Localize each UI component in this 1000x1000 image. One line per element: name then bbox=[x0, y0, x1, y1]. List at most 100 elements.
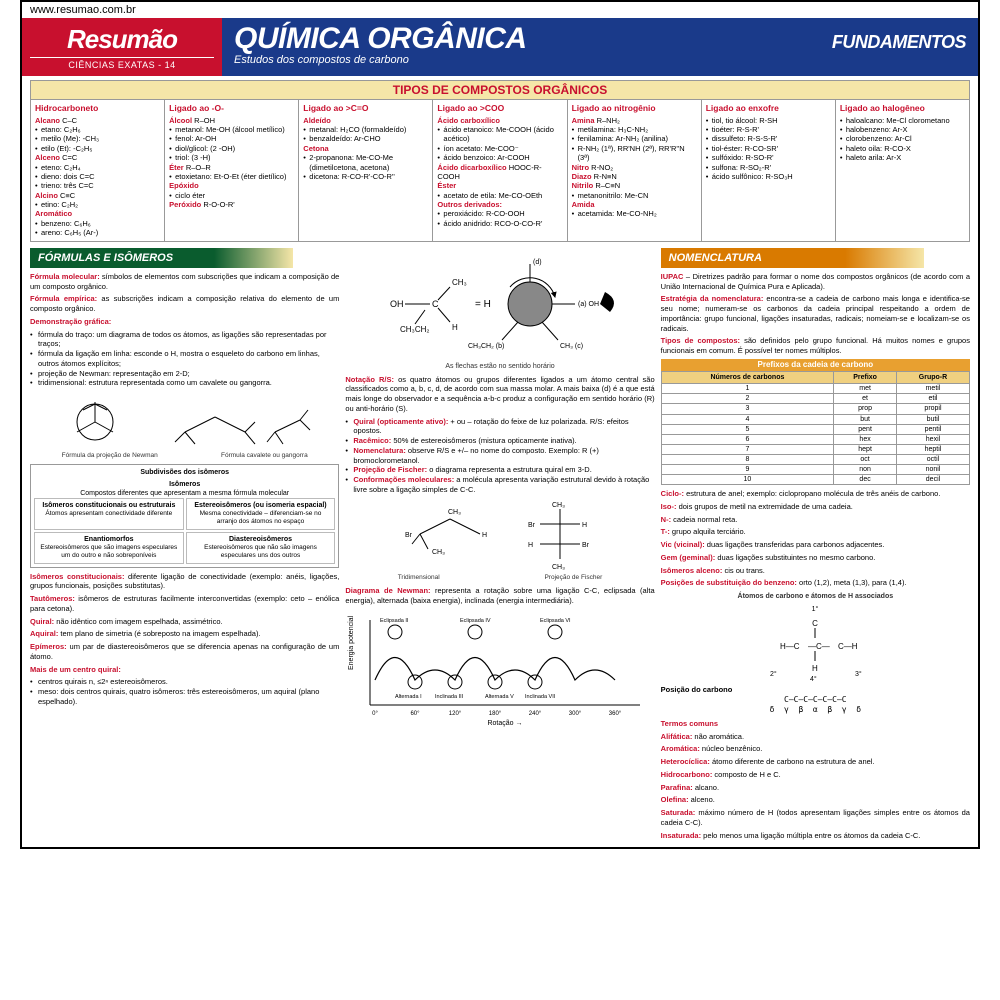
page-subtitle: Estudos dos compostos de carbono bbox=[234, 54, 966, 66]
bullet-list: fórmula do traço: um diagrama de todos o… bbox=[30, 330, 339, 389]
tipos-col: Ligado ao nitrogênioAmina R–NH₂metilamin… bbox=[568, 100, 702, 241]
box-sub: Isômeros bbox=[34, 480, 335, 489]
svg-text:60°: 60° bbox=[411, 711, 421, 717]
para: Demonstração gráfica: bbox=[30, 317, 339, 327]
banner-nomenclatura: NOMENCLATURA bbox=[661, 248, 924, 268]
svg-text:0°: 0° bbox=[372, 711, 378, 717]
svg-text:CH₃: CH₃ bbox=[448, 509, 461, 516]
para: Tipos de compostos: são definidos pelo g… bbox=[661, 336, 970, 356]
svg-text:240°: 240° bbox=[529, 711, 542, 717]
newman-diagram: Fórmula da projeção de Newman Fórmula ca… bbox=[30, 392, 339, 460]
box-grid: Isômeros constitucionais ou estruturaisÁ… bbox=[34, 498, 335, 564]
para: IUPAC – Diretrizes padrão para formar o … bbox=[661, 272, 970, 292]
arrows-caption: As flechas estão no sentido horário bbox=[345, 362, 654, 371]
website-url: www.resumao.com.br bbox=[22, 2, 978, 18]
para: Notação R/S: os quatro átomos ou grupos … bbox=[345, 375, 654, 414]
col-center: OH C CH₃ H CH₃CH₂ = H (d) (a) OH CH₃CH₂ … bbox=[345, 248, 654, 844]
svg-text:H—C: H—C bbox=[780, 642, 800, 651]
tridim-label: Tridimensional bbox=[398, 574, 440, 582]
svg-text:H: H bbox=[452, 323, 458, 332]
svg-text:Alternada V: Alternada V bbox=[485, 694, 514, 700]
center-list: Quiral (opticamente ativo): + ou – rotaç… bbox=[345, 417, 654, 495]
greek-chain: C–C–C–C–C–C–C δ γ β α β γ δ bbox=[661, 695, 970, 716]
tipos-col: Ligado ao -O-Álcool R–OHmetanol: Me-OH (… bbox=[165, 100, 299, 241]
fischer-label: Projeção de Fischer bbox=[544, 574, 602, 582]
svg-text:Energia potencial: Energia potencial bbox=[348, 615, 355, 670]
svg-text:300°: 300° bbox=[569, 711, 582, 717]
assoc-title: Átomos de carbono e átomos de H associad… bbox=[661, 592, 970, 601]
svg-text:2°: 2° bbox=[770, 670, 777, 678]
brand-name: Resumão bbox=[30, 24, 214, 55]
page-title: QUÍMICA ORGÂNICA FUNDAMENTOS bbox=[234, 22, 966, 56]
header-title-block: QUÍMICA ORGÂNICA FUNDAMENTOS Estudos dos… bbox=[222, 18, 978, 76]
below-bullets: centros quirais n, ≤2ⁿ estereoisômeros.m… bbox=[30, 677, 339, 706]
para: Diagrama de Newman: representa a rotação… bbox=[345, 586, 654, 606]
newman-caption1: Fórmula da projeção de Newman bbox=[62, 452, 158, 460]
tipos-col: Ligado ao halogêneohaloalcano: Me-Cl clo… bbox=[836, 100, 969, 241]
svg-text:H: H bbox=[812, 664, 818, 673]
col-nomenclatura: NOMENCLATURA IUPAC – Diretrizes padrão p… bbox=[661, 248, 970, 844]
rs-diagram: OH C CH₃ H CH₃CH₂ = H (d) (a) OH CH₃CH₂ … bbox=[345, 252, 654, 371]
banner-formulas: FÓRMULAS E ISÔMEROS bbox=[30, 248, 293, 268]
col-formulas: FÓRMULAS E ISÔMEROS Fórmula molecular: s… bbox=[30, 248, 339, 844]
svg-text:H: H bbox=[482, 532, 487, 539]
nom-termos-list: Alifática: não aromática.Aromática: núcl… bbox=[661, 732, 970, 841]
svg-text:OH: OH bbox=[390, 299, 404, 309]
termos-header: Termos comuns bbox=[661, 719, 970, 729]
svg-text:Rotação →: Rotação → bbox=[488, 720, 523, 727]
box-desc: Compostos diferentes que apresentam a me… bbox=[34, 489, 335, 498]
svg-text:Eclipsada II: Eclipsada II bbox=[380, 618, 409, 624]
svg-text:C—H: C—H bbox=[838, 642, 858, 651]
svg-text:—C—: —C— bbox=[808, 642, 830, 651]
fischer-diagram: BrCH₃HCH₃ BrHHBr CH₃CH₃ Tridimensional P… bbox=[345, 499, 654, 582]
svg-text:H: H bbox=[528, 542, 533, 549]
svg-text:180°: 180° bbox=[489, 711, 502, 717]
svg-text:Eclipsada VI: Eclipsada VI bbox=[540, 618, 571, 624]
svg-text:CH₃: CH₃ bbox=[552, 502, 565, 509]
tipos-header: TIPOS DE COMPOSTOS ORGÂNICOS bbox=[30, 80, 970, 100]
newman-caption2: Fórmula cavalete ou gangorra bbox=[221, 452, 308, 460]
svg-text:(d): (d) bbox=[533, 259, 542, 266]
tipos-col: Ligado ao >C=OAldeído metanal: H₂CO (for… bbox=[299, 100, 433, 241]
para: Fórmula molecular: símbolos de elementos… bbox=[30, 272, 339, 292]
title-main: QUÍMICA ORGÂNICA bbox=[234, 22, 527, 56]
energy-graph: Energia potencial 0°60°120°180°240°300°3… bbox=[345, 610, 654, 700]
svg-text:CH₃: CH₃ bbox=[432, 549, 445, 556]
svg-text:Br: Br bbox=[528, 522, 536, 529]
svg-text:CH₃: CH₃ bbox=[452, 278, 467, 287]
svg-text:120°: 120° bbox=[449, 711, 462, 717]
svg-text:C: C bbox=[432, 299, 439, 309]
tipos-col: Ligado ao >COOÁcido carboxílico ácido et… bbox=[433, 100, 567, 241]
svg-text:Alternada I: Alternada I bbox=[395, 694, 422, 700]
tipos-col: Ligado ao enxofretiol, tio álcool: R-SHt… bbox=[702, 100, 836, 241]
svg-text:CH₃: CH₃ bbox=[552, 564, 565, 571]
page: www.resumao.com.br Resumão CIÊNCIAS EXAT… bbox=[20, 0, 980, 849]
svg-text:C: C bbox=[812, 619, 818, 628]
carbon-atoms-diagram: Átomos de carbono e átomos de H associad… bbox=[661, 592, 970, 681]
svg-text:CH₃ (c): CH₃ (c) bbox=[560, 343, 583, 350]
svg-text:4°: 4° bbox=[810, 675, 817, 681]
svg-text:(a) OH: (a) OH bbox=[578, 301, 599, 308]
below-terms: Isômeros constitucionais: diferente liga… bbox=[30, 572, 339, 675]
para: Fórmula empírica: as subscrições indicam… bbox=[30, 294, 339, 314]
svg-text:Inclinada VII: Inclinada VII bbox=[525, 694, 556, 700]
series-label: CIÊNCIAS EXATAS - 14 bbox=[30, 57, 214, 70]
svg-text:= H: = H bbox=[475, 299, 491, 310]
svg-text:1°: 1° bbox=[812, 605, 819, 613]
para: Estratégia da nomenclatura: encontra-se … bbox=[661, 294, 970, 333]
box-title: Subdivisões dos isômeros bbox=[34, 468, 335, 477]
title-sub: FUNDAMENTOS bbox=[832, 32, 966, 53]
prefix-table: Números de carbonosPrefixoGrupo-R1metmet… bbox=[661, 371, 970, 485]
svg-text:CH₃CH₂ (b): CH₃CH₂ (b) bbox=[468, 343, 504, 350]
header: Resumão CIÊNCIAS EXATAS - 14 QUÍMICA ORG… bbox=[22, 18, 978, 76]
svg-text:Eclipsada IV: Eclipsada IV bbox=[460, 618, 491, 624]
three-columns: FÓRMULAS E ISÔMEROS Fórmula molecular: s… bbox=[30, 248, 970, 844]
svg-text:360°: 360° bbox=[609, 711, 622, 717]
nom-terms: Ciclo-: estrutura de anel; exemplo: cicl… bbox=[661, 489, 970, 588]
content: TIPOS DE COMPOSTOS ORGÂNICOS Hidrocarbon… bbox=[22, 76, 978, 847]
svg-text:Br: Br bbox=[405, 532, 413, 539]
svg-text:3°: 3° bbox=[855, 670, 862, 678]
header-brand-block: Resumão CIÊNCIAS EXATAS - 14 bbox=[22, 18, 222, 76]
poscarb-title: Posição do carbono bbox=[661, 685, 970, 695]
tipos-table: HidrocarbonetoAlcano C–Cetano: C₂H₆metil… bbox=[30, 100, 970, 242]
